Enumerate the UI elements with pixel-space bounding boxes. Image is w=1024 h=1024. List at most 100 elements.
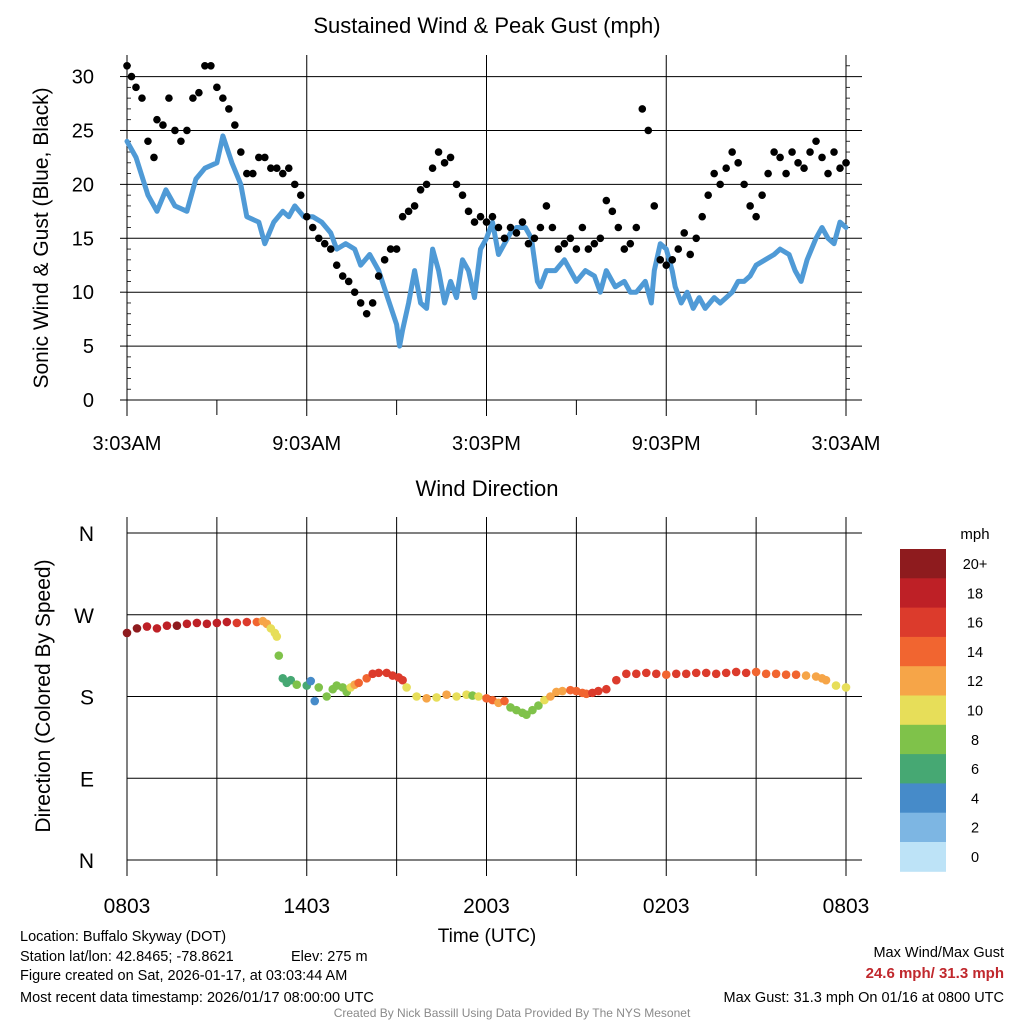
direction-point — [731, 667, 741, 677]
gust-point — [398, 212, 407, 221]
gust-point — [386, 245, 395, 253]
chart-title: Wind Direction — [415, 476, 558, 501]
x-tick-label: 3:03AM — [812, 433, 881, 455]
direction-point — [681, 669, 691, 679]
gust-point — [542, 202, 551, 210]
gust-point — [138, 94, 146, 102]
gust-point — [692, 234, 701, 243]
direction-point — [354, 678, 363, 688]
direction-point — [272, 632, 282, 641]
gust-point — [272, 164, 281, 173]
gust-point — [249, 169, 257, 178]
gust-point — [770, 148, 778, 156]
gust-point — [758, 191, 766, 199]
gust-point — [332, 261, 341, 270]
gust-point — [183, 126, 191, 135]
direction-point — [274, 651, 284, 660]
gust-point — [177, 137, 185, 146]
direction-point — [831, 681, 841, 690]
gust-point — [842, 159, 850, 167]
direction-point — [202, 619, 212, 629]
x-tick-label: 0803 — [823, 895, 870, 918]
gust-point — [830, 148, 838, 156]
gust-point — [746, 202, 754, 210]
gust-point — [734, 159, 742, 167]
direction-point — [162, 621, 172, 630]
direction-point — [622, 669, 631, 679]
gust-point — [524, 239, 533, 248]
gust-point — [296, 191, 305, 199]
direction-point — [142, 622, 152, 631]
gust-point — [165, 94, 173, 102]
direction-point — [132, 624, 142, 633]
colorbar-label: 0 — [971, 850, 979, 866]
colorbar-swatch — [900, 666, 946, 696]
gust-point — [243, 169, 251, 178]
gust-point — [434, 148, 443, 156]
chart-title: Sustained Wind & Peak Gust (mph) — [313, 13, 660, 38]
direction-point — [122, 628, 132, 638]
gust-point — [602, 196, 611, 205]
direction-point — [212, 618, 222, 628]
gust-point — [410, 202, 419, 210]
direction-point — [631, 669, 641, 679]
y-tick-label: 15 — [72, 228, 94, 250]
gust-point — [614, 223, 623, 232]
gust-point — [123, 61, 131, 70]
x-tick-label: 3:03PM — [452, 433, 521, 455]
colorbar-label: 16 — [967, 616, 983, 632]
gust-point — [290, 180, 299, 189]
gust-point — [698, 212, 706, 221]
direction-point — [242, 617, 252, 627]
gust-point — [620, 245, 629, 253]
gust-point — [132, 83, 140, 92]
gust-point — [578, 223, 587, 232]
gust-point — [800, 164, 808, 173]
gust-point — [632, 223, 641, 232]
y-tick-label: 10 — [72, 282, 94, 304]
gust-point — [446, 153, 455, 162]
gust-point — [338, 272, 347, 280]
gust-point — [213, 83, 221, 92]
gust-point — [626, 239, 635, 248]
gust-point — [284, 164, 293, 173]
colorbar-swatch — [900, 607, 946, 638]
gust-point — [500, 234, 509, 243]
direction-point — [691, 668, 701, 678]
gust-point — [237, 148, 245, 156]
direction-point — [152, 624, 162, 633]
gust-point — [824, 169, 832, 178]
gust-point — [344, 277, 353, 286]
direction-point — [322, 692, 332, 701]
colorbar-label: 10 — [967, 704, 983, 720]
gust-point — [278, 169, 287, 178]
gust-point — [566, 234, 575, 243]
max-values: 24.6 mph/ 31.3 mph — [865, 965, 1004, 982]
footer-elevation: Elev: 275 m — [291, 949, 368, 965]
gust-point — [680, 229, 689, 237]
x-tick-label: 1403 — [283, 895, 330, 918]
direction-point — [781, 670, 791, 679]
gust-point — [752, 212, 760, 221]
gust-point — [710, 169, 718, 178]
gust-point — [818, 153, 826, 162]
direction-point — [791, 670, 801, 679]
gust-point — [458, 191, 467, 199]
gust-point — [488, 212, 497, 221]
colorbar-label: 18 — [967, 586, 983, 602]
gust-point — [231, 121, 239, 129]
gust-point — [674, 245, 683, 253]
y-tick-label: W — [74, 605, 94, 628]
footer-recent: Most recent data timestamp: 2026/01/17 0… — [20, 990, 374, 1006]
x-tick-label: 2003 — [463, 895, 510, 918]
direction-point — [222, 617, 232, 627]
colorbar-label: 2 — [971, 821, 979, 837]
gust-point — [127, 72, 136, 81]
direction-point — [528, 705, 537, 715]
gust-point — [368, 299, 377, 307]
y-tick-label: S — [80, 687, 94, 710]
gust-point — [686, 250, 695, 259]
y-tick-label: 5 — [83, 336, 94, 358]
direction-point — [286, 675, 296, 685]
gust-point — [536, 223, 545, 232]
